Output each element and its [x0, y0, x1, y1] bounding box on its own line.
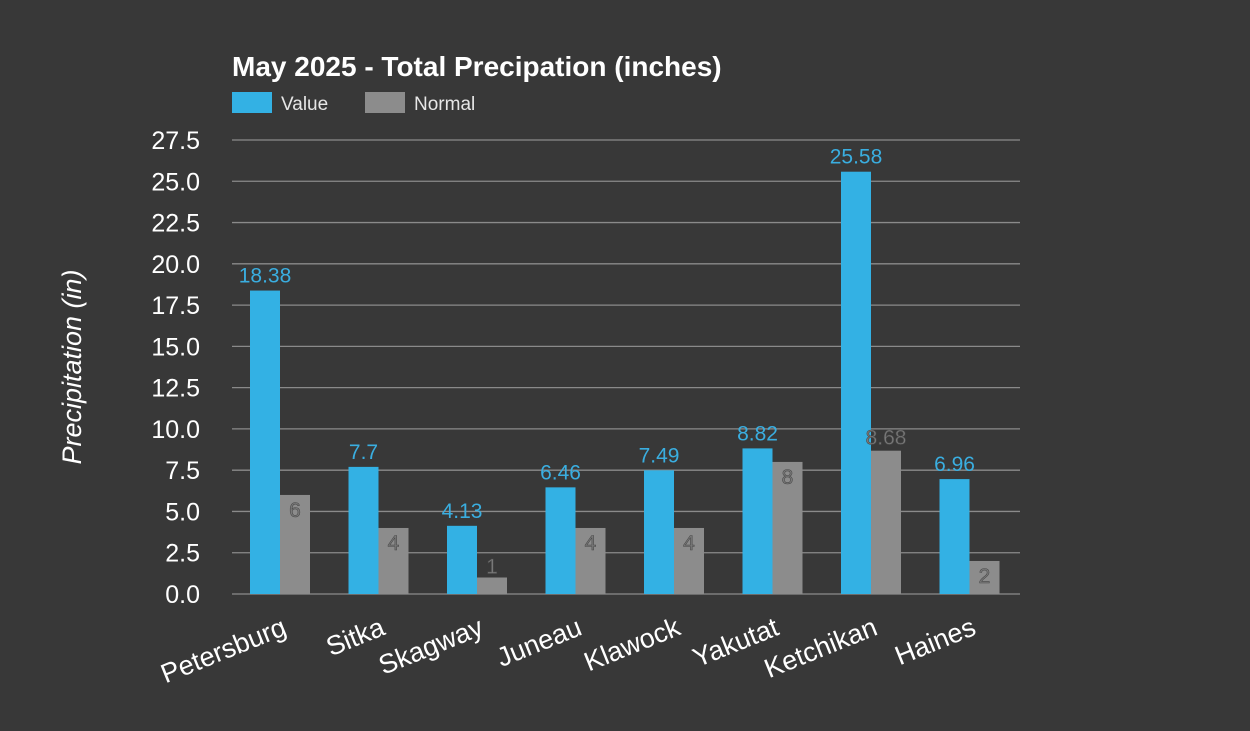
x-tick-label: Ketchikan — [760, 612, 881, 684]
bar-value — [644, 470, 674, 594]
bar-normal — [575, 527, 606, 594]
data-label-value: 7.49 — [639, 444, 680, 467]
data-label-normal: 8.68 — [866, 427, 907, 450]
y-tick-label: 15.0 — [151, 333, 200, 361]
data-label-value: 8.82 — [737, 422, 778, 445]
bar-normal — [674, 527, 704, 594]
data-label-normal: 4 — [388, 532, 400, 555]
x-tick-label: Klawock — [580, 612, 685, 678]
bar-normal — [871, 450, 901, 594]
bar-normal — [477, 577, 507, 594]
bar-normal — [378, 527, 409, 594]
y-tick-label: 12.5 — [151, 375, 200, 403]
y-axis-ticks: 0.0 2.5 5.0 7.5 10.0 12.5 15.0 17.5 20.0 22.5 25.0… — [151, 127, 200, 609]
y-tick-label: 2.5 — [165, 540, 200, 568]
y-tick-label: 27.5 — [151, 127, 200, 155]
legend-swatch-value — [232, 92, 272, 113]
data-label-normal: 1 — [486, 555, 498, 578]
y-tick-label: 0.0 — [165, 581, 200, 609]
y-tick-label: 22.5 — [151, 210, 200, 238]
x-tick-label: Juneau — [492, 612, 585, 673]
data-labels: 18.38 6 7.7 4 4.13 1 6.46 4 7.49 4 8.828 25.58 8.68 6… — [239, 146, 991, 589]
data-label-value: 7.7 — [349, 441, 378, 464]
y-tick-label: 20.0 — [151, 251, 200, 279]
x-tick-label: Haines — [891, 612, 980, 671]
bar-value — [348, 466, 379, 594]
y-tick-label: 5.0 — [165, 498, 200, 526]
bar-value — [447, 525, 477, 594]
x-tick-label: Petersburg — [157, 612, 291, 689]
data-label-value: 4.13 — [442, 500, 483, 523]
bar-normal — [969, 560, 1000, 594]
data-label-normal: 2 — [979, 565, 991, 588]
legend: Value Normal — [232, 92, 475, 115]
y-tick-label: 7.5 — [165, 457, 200, 485]
data-label-normal: 4 — [585, 532, 597, 555]
data-label-value: 18.38 — [239, 265, 292, 288]
legend-swatch-normal — [365, 92, 405, 113]
y-tick-label: 25.0 — [151, 168, 200, 196]
x-tick-label: Skagway — [374, 612, 487, 681]
chart-title: May 2025 - Total Precipation (inches) — [232, 51, 722, 82]
legend-label-value: Value — [281, 94, 328, 115]
legend-label-normal: Normal — [414, 94, 475, 115]
y-tick-label: 17.5 — [151, 292, 200, 320]
y-tick-label: 10.0 — [151, 416, 200, 444]
bar-normal — [772, 461, 803, 594]
bar-value — [939, 479, 970, 594]
y-axis-label: Precipitation (in) — [57, 269, 87, 464]
bar-normal — [280, 494, 310, 594]
bar-value — [841, 171, 871, 594]
bars — [250, 171, 1000, 594]
bar-value — [250, 290, 280, 594]
bar-value — [545, 487, 576, 594]
data-label-normal: 6 — [289, 499, 301, 522]
data-label-value: 6.96 — [934, 453, 975, 476]
bar-value — [742, 448, 773, 594]
data-label-value: 6.46 — [540, 461, 581, 484]
data-label-normal: 8 — [782, 466, 794, 489]
data-label-value: 25.58 — [830, 146, 883, 169]
data-label-normal: 4 — [683, 532, 695, 555]
